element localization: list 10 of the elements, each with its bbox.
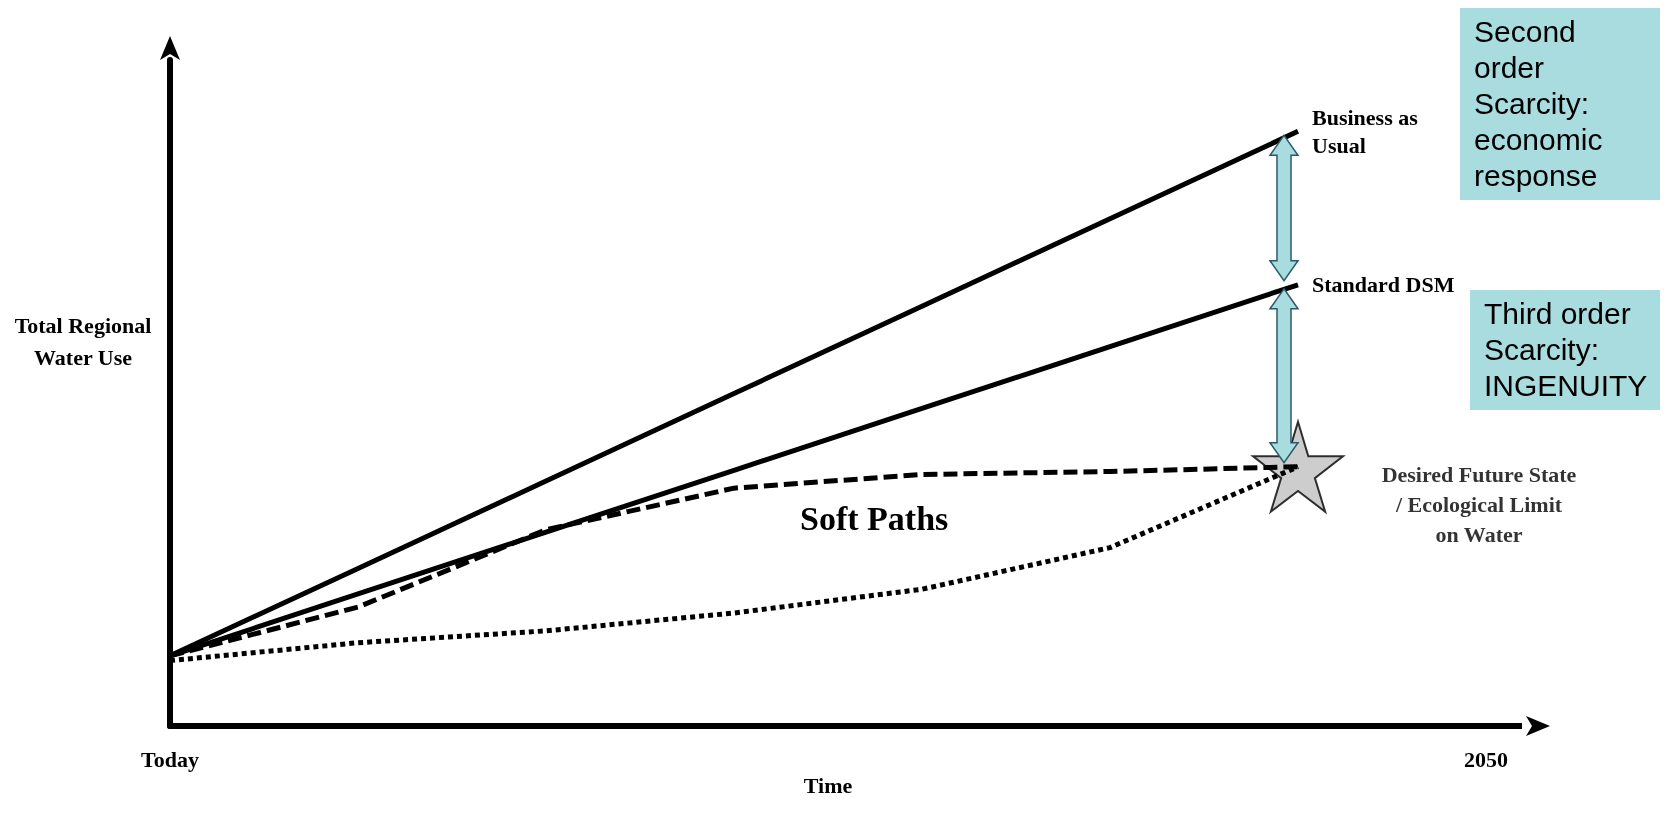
series-label: Desired Future State / Ecological Limit on Water — [1381, 462, 1577, 548]
annotation: Third order Scarcity: INGENUITY — [1470, 290, 1660, 410]
x-tick-label: 2050 — [1464, 746, 1508, 772]
series-label: Standard DSM — [1312, 272, 1455, 298]
annotation: Second order Scarcity: economic response — [1460, 8, 1660, 200]
series-label: Business as Usual — [1312, 104, 1424, 158]
x-axis-title: Time — [803, 773, 853, 799]
x-tick-label: Today — [141, 746, 199, 772]
annotation: Soft Paths — [800, 500, 949, 538]
y-axis-title: Total Regional Water Use — [13, 312, 153, 372]
